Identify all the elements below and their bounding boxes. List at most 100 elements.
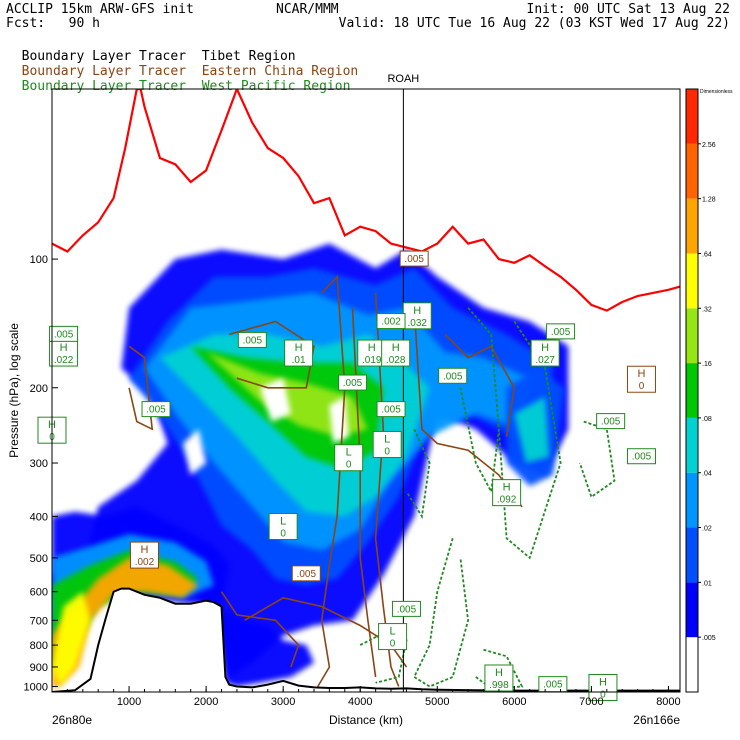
terrain-line: [52, 587, 680, 692]
extremum-value: .01: [292, 355, 306, 366]
eastern-china-contour-0: [128, 345, 154, 431]
contour-value-text: .005: [551, 327, 571, 338]
extremum-value: .022: [54, 355, 74, 366]
legend-entry-tibet: Boundary Layer Tracer Tibet Region: [6, 36, 296, 64]
y-tick-label: 1000: [24, 682, 48, 694]
y-tick-label: 700: [30, 615, 48, 627]
roah-marker-label: ROAH: [387, 73, 419, 85]
extremum-letter: H: [60, 342, 68, 354]
contour-value-label-7: .005: [391, 600, 421, 617]
extremum-letter: L: [280, 515, 286, 527]
legend-prefix: Boundary Layer Tracer: [21, 64, 187, 79]
contour-value-text: .005: [443, 371, 463, 382]
section-end-label: 26n166e: [633, 713, 680, 727]
tracer-layer-13: [514, 396, 549, 463]
extremum-value: .032: [408, 318, 428, 329]
colorbar-label: .005: [702, 635, 716, 642]
extremum-letter: H: [140, 544, 148, 556]
contour-value-text: .005: [404, 254, 424, 265]
y-tick-label: 600: [30, 587, 48, 599]
extremum-box: [334, 444, 364, 472]
colorbar-label: 2.56: [702, 142, 716, 149]
tracer-layer-11: [217, 606, 314, 687]
colorbar: .005 .01 .02 .04 .08 .16 .32 .64 1.28 2.56 Dimensi…: [685, 88, 733, 693]
tracer-layer-9: [52, 557, 199, 689]
tracer-gap-2: [183, 429, 207, 475]
colorbar-label: .16: [702, 361, 712, 368]
contour-value-label-11: .005: [596, 413, 626, 430]
y-tick-label: 200: [30, 383, 48, 395]
colorbar-label: .64: [702, 251, 712, 258]
x-axis-label: Distance (km): [329, 713, 403, 727]
extremum-value: 0: [600, 690, 606, 701]
x-tick-label: 1000: [117, 696, 141, 708]
contour-value-text: .005: [243, 335, 263, 346]
legend-entry-eastern-china: Boundary Layer Tracer Eastern China Regi…: [6, 51, 359, 79]
init-time: Init: 00 UTC Sat 13 Aug 22: [526, 2, 731, 17]
colorbar-label: .08: [702, 416, 712, 423]
extremum-letter: H: [413, 305, 421, 317]
extremum-box: [129, 541, 159, 569]
legend-region: West Pacific Region: [201, 79, 351, 94]
tracer-gap-0: [260, 378, 291, 422]
extremum-label-13: H0: [588, 674, 618, 702]
extremum-label-15: L0: [378, 623, 408, 651]
contour-value-text: .005: [343, 378, 363, 389]
x-tick-label: 8000: [656, 696, 680, 708]
tracer-contours: [52, 89, 680, 692]
contour-value-label-2: .005: [237, 331, 267, 348]
plot-frame: [51, 88, 681, 693]
y-tick-label: 300: [30, 458, 48, 470]
eastern-china-contour-7: [220, 591, 300, 668]
contour-value-label-6: .005: [399, 250, 429, 267]
extremum-value: 0: [390, 639, 396, 650]
plot-axes: 1000 2000 3000 4000 5000 6000 7000 800010020030…: [7, 88, 681, 727]
extremum-box: [402, 302, 432, 330]
plot-overlay: ROAHH.002H.022H0L0L0L0H.01H.019H.028H.03…: [37, 73, 656, 702]
contour-value-box: [338, 374, 368, 391]
tropopause-line: [52, 89, 680, 312]
extremum-value: 0: [639, 381, 645, 392]
contour-value-box: [291, 565, 321, 582]
contour-value-label-4: .002: [376, 313, 406, 330]
extremum-value: 0: [280, 528, 286, 539]
contour-value-label-12: .005: [626, 448, 656, 465]
colorbar-segment-8: [686, 198, 698, 254]
extremum-value: .998: [489, 680, 509, 691]
contour-value-text: .005: [381, 405, 401, 416]
extremum-letter: L: [390, 626, 396, 638]
extremum-box: [530, 339, 560, 367]
west-pacific-contour-1: [459, 307, 500, 495]
colorbar-segment-2: [686, 527, 698, 583]
tracer-layer-10: [52, 591, 91, 687]
contour-value-box: [237, 331, 267, 348]
contour-value-box: [376, 401, 406, 418]
y-tick-label: 800: [30, 640, 48, 652]
extremum-letter: H: [495, 667, 503, 679]
contour-value-text: .005: [54, 329, 74, 340]
x-tick-label: 4000: [348, 696, 372, 708]
colorbar-segment-7: [686, 253, 698, 309]
contour-value-label-9: .005: [438, 367, 468, 384]
colorbar-segment-1: [686, 582, 698, 638]
colorbar-segment-3: [686, 472, 698, 528]
section-start-label: 26n80e: [52, 713, 92, 727]
x-tick-label: 3000: [271, 696, 295, 708]
contour-value-box: [438, 367, 468, 384]
extremum-box: [378, 623, 408, 651]
x-tick-label: 5000: [425, 696, 449, 708]
tracer-concentration-field: [52, 243, 569, 689]
west-pacific-contour-5: [405, 428, 431, 519]
extremum-box: [372, 430, 402, 458]
eastern-china-contour-1: [228, 320, 315, 389]
extremum-box: [484, 664, 514, 692]
colorbar-label: 1.28: [702, 197, 716, 204]
contour-value-box: [376, 313, 406, 330]
legend-region: Tibet Region: [201, 49, 296, 64]
colorbar-segment-5: [686, 363, 698, 418]
eastern-china-contour-2: [317, 274, 346, 687]
extremum-box: [357, 339, 387, 367]
contour-value-label-8: .005: [291, 565, 321, 582]
contour-value-text: .005: [632, 452, 652, 463]
colorbar-segment-6: [686, 308, 698, 364]
